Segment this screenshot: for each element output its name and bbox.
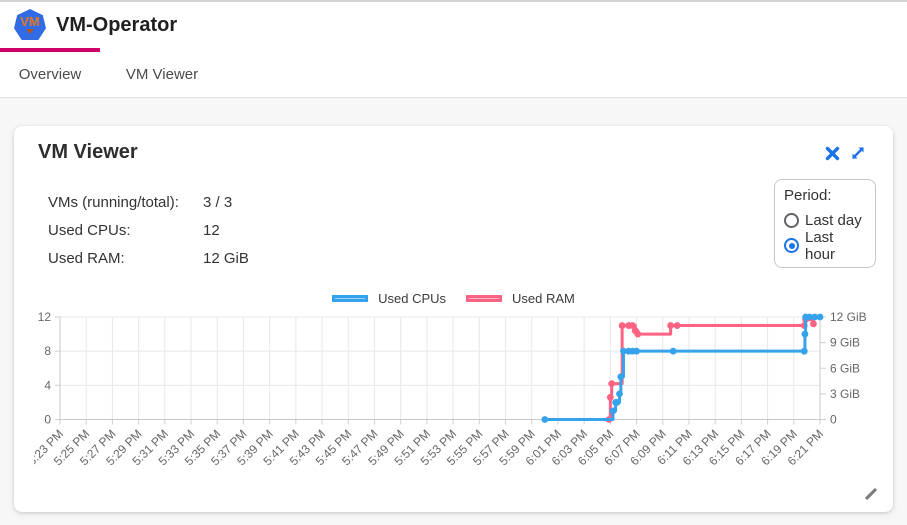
y-right-tick-label: 12 GiB [830, 310, 867, 324]
data-point-used-ram [673, 322, 681, 329]
tab-vm-viewer[interactable]: VM Viewer [100, 48, 224, 97]
data-point-used-cpus [541, 416, 549, 423]
stat-row-ram: Used RAM: 12 GiB [48, 244, 249, 272]
y-right-tick-label: 6 GiB [830, 361, 860, 375]
stat-label-ram: Used RAM: [48, 249, 125, 267]
data-point-used-cpus [613, 399, 621, 406]
tab-vm-viewer-label: VM Viewer [125, 66, 199, 83]
legend-swatch-used-cpus-icon [332, 295, 369, 302]
stat-label-cpus: Used CPUs: [48, 221, 131, 239]
data-point-used-ram [634, 330, 642, 338]
radio-last-hour[interactable]: Last hour [784, 229, 866, 263]
close-icon[interactable] [825, 146, 840, 161]
data-point-used-cpus [800, 347, 808, 355]
chart-grid [59, 316, 821, 420]
y-right-tick-label: 0 [830, 413, 837, 427]
data-point-used-cpus [616, 390, 623, 398]
radio-last-day-label: Last day [805, 212, 862, 229]
data-point-used-ram [667, 322, 675, 329]
logo-text: VM [20, 14, 40, 29]
series-used-cpus [541, 313, 824, 423]
resize-handle-icon[interactable] [863, 486, 879, 502]
content-area: VM Viewer VMs (running/total): 3 / 3 Use [0, 98, 907, 525]
period-selector: Period: Last day Last hour [774, 179, 876, 268]
stat-row-cpus: Used CPUs: 12 [48, 216, 249, 244]
tab-bar: Overview VM Viewer [0, 48, 907, 98]
logo-mark [26, 29, 34, 34]
legend-label-used-ram: Used RAM [512, 291, 575, 306]
series-used-ram [605, 316, 817, 423]
radio-last-hour-label: Last hour [805, 228, 836, 263]
data-point-used-cpus [633, 347, 640, 355]
tab-overview[interactable]: Overview [0, 48, 100, 97]
data-point-used-ram [606, 393, 614, 401]
data-point-used-ram [810, 320, 817, 328]
y-right-tick-label: 3 GiB [830, 387, 860, 401]
data-point-used-cpus [620, 347, 627, 355]
y-left-tick-label: 0 [44, 413, 51, 427]
data-point-used-cpus [811, 313, 819, 321]
data-point-used-ram [618, 322, 626, 329]
stats-list: VMs (running/total): 3 / 3 Used CPUs: 12… [48, 188, 249, 272]
legend-label-used-cpus: Used CPUs [378, 291, 447, 306]
chart-legend: Used CPUs Used RAM [14, 291, 893, 306]
legend-swatch-used-ram-icon [466, 295, 503, 302]
y-left-tick-label: 12 [38, 310, 52, 324]
y-left-tick-label: 4 [44, 378, 51, 392]
card-title: VM Viewer [38, 141, 138, 163]
period-label: Period: [784, 187, 832, 204]
stat-value-ram: 12 GiB [203, 249, 249, 267]
app-title: VM-Operator [56, 13, 178, 36]
vm-viewer-card: VM Viewer VMs (running/total): 3 / 3 Use [14, 126, 893, 512]
data-point-used-cpus [669, 347, 677, 355]
data-point-used-cpus [801, 330, 809, 338]
card-actions [825, 144, 867, 162]
radio-last-day[interactable]: Last day [784, 208, 866, 233]
stat-row-vms: VMs (running/total): 3 / 3 [48, 188, 249, 216]
stat-value-vms: 3 / 3 [203, 193, 233, 211]
data-point-used-ram [608, 380, 616, 388]
app-header: VM VM-Operator [0, 2, 907, 48]
y-left-tick-label: 8 [44, 344, 51, 358]
data-point-used-cpus [816, 313, 824, 321]
data-point-used-ram [629, 322, 637, 329]
legend-item-used-cpus[interactable]: Used CPUs [332, 291, 446, 306]
radio-last-hour-icon[interactable] [784, 238, 799, 253]
data-point-used-cpus [617, 373, 625, 381]
expand-icon[interactable] [849, 144, 867, 162]
data-point-used-cpus [806, 313, 813, 321]
stat-value-cpus: 12 [203, 221, 220, 239]
vm-operator-logo-icon: VM [14, 9, 46, 41]
stat-label-vms: VMs (running/total): [48, 193, 179, 211]
radio-last-day-icon[interactable] [784, 213, 799, 228]
usage-chart[interactable]: 5:23 PM5:25 PM5:27 PM5:29 PM5:31 PM5:33 … [34, 306, 889, 506]
legend-item-used-ram[interactable]: Used RAM [466, 291, 575, 306]
y-right-tick-label: 9 GiB [830, 336, 860, 350]
data-point-used-cpus [609, 407, 617, 415]
tab-overview-label: Overview [18, 66, 82, 83]
